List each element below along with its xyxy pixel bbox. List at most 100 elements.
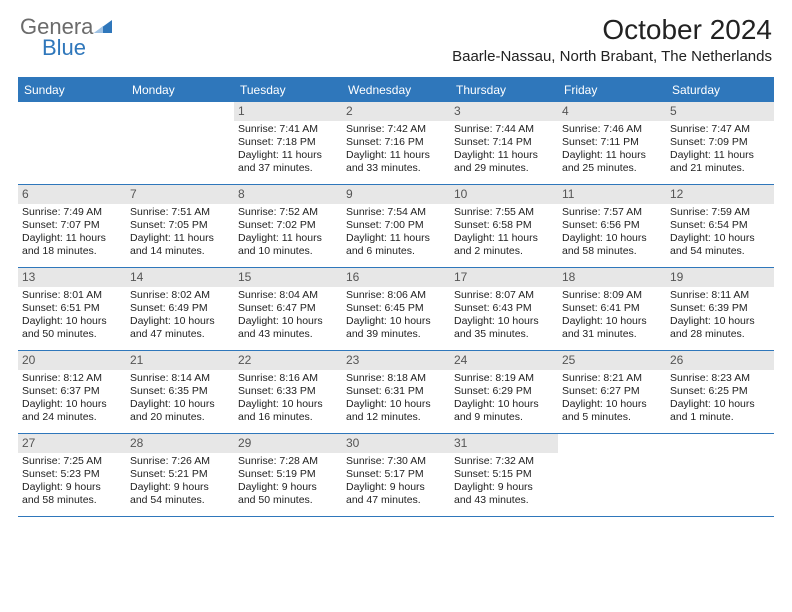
sunrise-text: Sunrise: 8:19 AM — [454, 372, 554, 385]
day-number: 11 — [558, 185, 666, 204]
dayhead-tue: Tuesday — [234, 79, 342, 102]
daylight-text: Daylight: 10 hours — [130, 315, 230, 328]
day-number: 28 — [126, 434, 234, 453]
calendar-cell: 25Sunrise: 8:21 AMSunset: 6:27 PMDayligh… — [558, 351, 666, 433]
calendar-cell: 5Sunrise: 7:47 AMSunset: 7:09 PMDaylight… — [666, 102, 774, 184]
header: Genera Blue October 2024 Baarle-Nassau, … — [0, 0, 792, 69]
sunrise-text: Sunrise: 7:25 AM — [22, 455, 122, 468]
calendar-cell: 28Sunrise: 7:26 AMSunset: 5:21 PMDayligh… — [126, 434, 234, 516]
sunrise-text: Sunrise: 8:18 AM — [346, 372, 446, 385]
calendar-cell: 31Sunrise: 7:32 AMSunset: 5:15 PMDayligh… — [450, 434, 558, 516]
sunrise-text: Sunrise: 7:30 AM — [346, 455, 446, 468]
day-number: 23 — [342, 351, 450, 370]
calendar-cell: 11Sunrise: 7:57 AMSunset: 6:56 PMDayligh… — [558, 185, 666, 267]
calendar-cell: 29Sunrise: 7:28 AMSunset: 5:19 PMDayligh… — [234, 434, 342, 516]
calendar-cell: 7Sunrise: 7:51 AMSunset: 7:05 PMDaylight… — [126, 185, 234, 267]
sunset-text: Sunset: 6:41 PM — [562, 302, 662, 315]
daylight-text: and 5 minutes. — [562, 411, 662, 424]
calendar-cell: 19Sunrise: 8:11 AMSunset: 6:39 PMDayligh… — [666, 268, 774, 350]
daylight-text: Daylight: 10 hours — [562, 398, 662, 411]
dayhead-sat: Saturday — [666, 79, 774, 102]
calendar-cell: 27Sunrise: 7:25 AMSunset: 5:23 PMDayligh… — [18, 434, 126, 516]
day-number: 1 — [234, 102, 342, 121]
calendar-week: 6Sunrise: 7:49 AMSunset: 7:07 PMDaylight… — [18, 185, 774, 268]
daylight-text: Daylight: 10 hours — [130, 398, 230, 411]
calendar-cell: 3Sunrise: 7:44 AMSunset: 7:14 PMDaylight… — [450, 102, 558, 184]
daylight-text: Daylight: 11 hours — [454, 232, 554, 245]
daylight-text: Daylight: 11 hours — [238, 232, 338, 245]
sunrise-text: Sunrise: 7:54 AM — [346, 206, 446, 219]
calendar-cell: 6Sunrise: 7:49 AMSunset: 7:07 PMDaylight… — [18, 185, 126, 267]
daylight-text: Daylight: 10 hours — [454, 398, 554, 411]
daylight-text: and 50 minutes. — [22, 328, 122, 341]
sunrise-text: Sunrise: 7:28 AM — [238, 455, 338, 468]
day-number: 30 — [342, 434, 450, 453]
calendar-week: 27Sunrise: 7:25 AMSunset: 5:23 PMDayligh… — [18, 434, 774, 517]
sunrise-text: Sunrise: 7:32 AM — [454, 455, 554, 468]
daylight-text: and 28 minutes. — [670, 328, 770, 341]
daylight-text: Daylight: 11 hours — [670, 149, 770, 162]
day-number: 8 — [234, 185, 342, 204]
calendar-cell — [666, 434, 774, 516]
day-number: 10 — [450, 185, 558, 204]
calendar-cell: 22Sunrise: 8:16 AMSunset: 6:33 PMDayligh… — [234, 351, 342, 433]
sunset-text: Sunset: 5:21 PM — [130, 468, 230, 481]
day-number: 7 — [126, 185, 234, 204]
daylight-text: Daylight: 10 hours — [670, 232, 770, 245]
calendar-body: 1Sunrise: 7:41 AMSunset: 7:18 PMDaylight… — [18, 102, 774, 517]
daylight-text: Daylight: 9 hours — [454, 481, 554, 494]
sunrise-text: Sunrise: 7:51 AM — [130, 206, 230, 219]
daylight-text: Daylight: 10 hours — [670, 315, 770, 328]
sunrise-text: Sunrise: 8:14 AM — [130, 372, 230, 385]
sunset-text: Sunset: 5:19 PM — [238, 468, 338, 481]
sunrise-text: Sunrise: 8:23 AM — [670, 372, 770, 385]
daylight-text: and 9 minutes. — [454, 411, 554, 424]
daylight-text: Daylight: 9 hours — [346, 481, 446, 494]
day-number: 17 — [450, 268, 558, 287]
sunrise-text: Sunrise: 7:57 AM — [562, 206, 662, 219]
daylight-text: and 39 minutes. — [346, 328, 446, 341]
calendar-cell: 4Sunrise: 7:46 AMSunset: 7:11 PMDaylight… — [558, 102, 666, 184]
dayhead-mon: Monday — [126, 79, 234, 102]
day-number: 25 — [558, 351, 666, 370]
sunrise-text: Sunrise: 7:59 AM — [670, 206, 770, 219]
calendar-cell: 10Sunrise: 7:55 AMSunset: 6:58 PMDayligh… — [450, 185, 558, 267]
daylight-text: and 20 minutes. — [130, 411, 230, 424]
sunset-text: Sunset: 6:54 PM — [670, 219, 770, 232]
day-number: 26 — [666, 351, 774, 370]
sunrise-text: Sunrise: 8:01 AM — [22, 289, 122, 302]
day-number: 13 — [18, 268, 126, 287]
calendar-cell: 1Sunrise: 7:41 AMSunset: 7:18 PMDaylight… — [234, 102, 342, 184]
day-number: 15 — [234, 268, 342, 287]
sunrise-text: Sunrise: 8:07 AM — [454, 289, 554, 302]
dayhead-wed: Wednesday — [342, 79, 450, 102]
calendar-cell: 15Sunrise: 8:04 AMSunset: 6:47 PMDayligh… — [234, 268, 342, 350]
daylight-text: Daylight: 10 hours — [22, 398, 122, 411]
day-number: 21 — [126, 351, 234, 370]
daylight-text: and 25 minutes. — [562, 162, 662, 175]
daylight-text: and 29 minutes. — [454, 162, 554, 175]
daylight-text: Daylight: 9 hours — [238, 481, 338, 494]
daylight-text: and 18 minutes. — [22, 245, 122, 258]
daylight-text: and 21 minutes. — [670, 162, 770, 175]
daylight-text: Daylight: 11 hours — [346, 149, 446, 162]
sunrise-text: Sunrise: 7:47 AM — [670, 123, 770, 136]
calendar-cell: 8Sunrise: 7:52 AMSunset: 7:02 PMDaylight… — [234, 185, 342, 267]
calendar-cell — [126, 102, 234, 184]
sunset-text: Sunset: 7:11 PM — [562, 136, 662, 149]
calendar-week: 20Sunrise: 8:12 AMSunset: 6:37 PMDayligh… — [18, 351, 774, 434]
sunrise-text: Sunrise: 7:44 AM — [454, 123, 554, 136]
sunset-text: Sunset: 6:49 PM — [130, 302, 230, 315]
sunset-text: Sunset: 7:18 PM — [238, 136, 338, 149]
sunset-text: Sunset: 5:23 PM — [22, 468, 122, 481]
calendar: Sunday Monday Tuesday Wednesday Thursday… — [18, 77, 774, 517]
sunset-text: Sunset: 6:25 PM — [670, 385, 770, 398]
day-number: 12 — [666, 185, 774, 204]
daylight-text: Daylight: 10 hours — [238, 315, 338, 328]
daylight-text: and 2 minutes. — [454, 245, 554, 258]
calendar-cell: 2Sunrise: 7:42 AMSunset: 7:16 PMDaylight… — [342, 102, 450, 184]
sunrise-text: Sunrise: 7:42 AM — [346, 123, 446, 136]
sunrise-text: Sunrise: 7:46 AM — [562, 123, 662, 136]
daylight-text: Daylight: 11 hours — [238, 149, 338, 162]
daylight-text: Daylight: 10 hours — [562, 232, 662, 245]
